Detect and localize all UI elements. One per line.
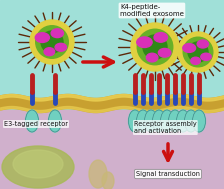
Text: Signal transduction: Signal transduction <box>136 171 200 177</box>
Bar <box>0 0 224 110</box>
Ellipse shape <box>153 110 166 132</box>
Ellipse shape <box>161 110 174 132</box>
Circle shape <box>178 32 218 72</box>
Circle shape <box>183 37 213 67</box>
Ellipse shape <box>2 146 74 188</box>
Ellipse shape <box>183 44 196 52</box>
Text: Receptor assembly
and activation: Receptor assembly and activation <box>134 121 197 134</box>
Ellipse shape <box>177 110 190 132</box>
Ellipse shape <box>44 48 55 56</box>
Ellipse shape <box>144 110 157 132</box>
Ellipse shape <box>136 110 149 132</box>
Circle shape <box>131 23 179 71</box>
Ellipse shape <box>55 43 67 51</box>
Ellipse shape <box>49 110 62 132</box>
Circle shape <box>30 20 74 64</box>
Text: K4-peptide-
modified exosome: K4-peptide- modified exosome <box>120 4 184 17</box>
Circle shape <box>188 42 208 62</box>
Ellipse shape <box>146 53 158 62</box>
Ellipse shape <box>51 29 63 38</box>
Circle shape <box>143 35 167 59</box>
Ellipse shape <box>13 150 63 178</box>
Ellipse shape <box>137 37 152 47</box>
Ellipse shape <box>197 40 208 48</box>
Ellipse shape <box>26 110 39 132</box>
Ellipse shape <box>185 110 198 132</box>
Circle shape <box>41 31 63 53</box>
Ellipse shape <box>158 48 171 57</box>
Ellipse shape <box>102 172 114 189</box>
Ellipse shape <box>89 160 107 188</box>
Circle shape <box>137 29 173 65</box>
Ellipse shape <box>192 110 205 132</box>
Ellipse shape <box>201 53 211 60</box>
Circle shape <box>36 26 68 58</box>
Bar <box>0 110 224 189</box>
Ellipse shape <box>168 110 181 132</box>
Ellipse shape <box>154 33 168 42</box>
Ellipse shape <box>129 110 142 132</box>
Text: E3-tagged receptor: E3-tagged receptor <box>4 121 68 127</box>
Ellipse shape <box>35 33 49 43</box>
Ellipse shape <box>191 57 200 64</box>
